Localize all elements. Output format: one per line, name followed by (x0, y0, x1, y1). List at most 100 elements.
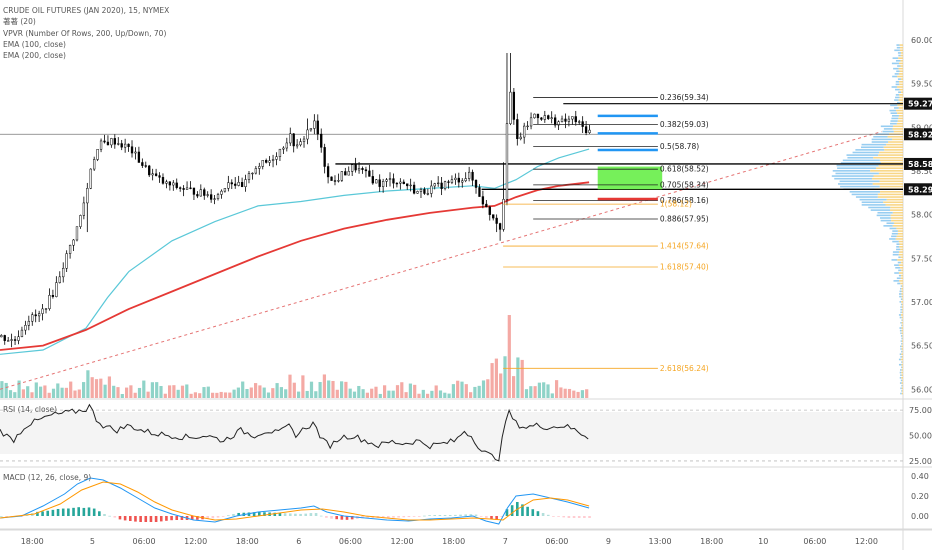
volume-bar (447, 393, 451, 398)
vpvr-bar-down (901, 269, 903, 272)
volume-bar (77, 389, 81, 398)
volume-bar (275, 383, 279, 398)
candle-body (368, 170, 371, 177)
volume-bar (426, 393, 430, 398)
candle-body (481, 196, 485, 205)
vpvr-bar-down (897, 112, 903, 114)
candle-body (574, 116, 577, 123)
macd-hist-bar (180, 516, 184, 520)
volume-bar (236, 387, 240, 398)
vpvr-bar-up (901, 361, 903, 363)
vpvr-bar-down (899, 80, 903, 83)
candle-body (419, 189, 423, 192)
macd-hist-bar (263, 512, 266, 516)
macd-hist-bar (211, 516, 215, 519)
vpvr-bar-down (886, 143, 903, 146)
vpvr-bar-up (861, 201, 884, 204)
macd-hist-bar (283, 513, 287, 516)
candle-body (533, 113, 536, 119)
candle-body (351, 164, 354, 172)
macd-hist-bar (67, 508, 70, 516)
vpvr-bar-up (891, 117, 899, 120)
candle-body (333, 180, 337, 182)
vpvr-bar-down (884, 149, 903, 151)
vpvr-bar-up (839, 180, 880, 183)
candle-body (58, 276, 61, 283)
macd-hist-bar (361, 516, 364, 519)
price-box-label: 58.92 (908, 130, 932, 139)
volume-bar (309, 381, 314, 398)
macd-hist-bar (366, 516, 369, 518)
candle-body (402, 181, 405, 184)
macd-hist-bar (345, 516, 349, 520)
macd-hist-bar (469, 514, 473, 516)
candle-body (502, 199, 505, 230)
vpvr-bar-up (895, 94, 900, 96)
vpvr-bar-down (900, 59, 903, 62)
candle-body (130, 146, 134, 154)
macd-hist-bar (428, 515, 431, 516)
time-tick-label: 18:00 (236, 537, 259, 546)
volume-bar (266, 392, 271, 398)
vpvr-bar-up (892, 57, 899, 59)
vpvr-bar-down (897, 259, 903, 261)
vpvr-bar-down (901, 303, 903, 306)
candle-body (505, 123, 509, 200)
volume-bar (322, 374, 326, 398)
candle-body (588, 129, 591, 133)
candle-body (571, 116, 574, 120)
macd-hist-bar (454, 514, 457, 516)
candle-body (464, 178, 467, 182)
vpvr-bar-down (877, 193, 903, 196)
candle-body (123, 143, 127, 148)
vpvr-bar-down (901, 356, 903, 358)
volume-bar (17, 380, 21, 398)
price-tick-label: 56.50 (911, 342, 932, 351)
volume-bar (512, 376, 516, 398)
vpvr-bar-up (836, 164, 879, 167)
time-tick-label: 9 (606, 537, 611, 546)
candle-body (523, 125, 526, 138)
candle-body (86, 188, 89, 204)
fib-level-label: 1(58.12) (660, 200, 692, 209)
candle-body (244, 179, 247, 187)
vpvr-bar-up (893, 280, 900, 282)
candle-body (550, 117, 553, 119)
vpvr-bar-down (901, 345, 903, 348)
candle-body (437, 182, 440, 185)
macd-hist-bar (423, 515, 426, 517)
candle-body (340, 171, 344, 181)
vpvr-bar-down (899, 83, 903, 86)
vpvr-bar-down (883, 201, 903, 204)
candle-body (450, 179, 454, 183)
volume-bar (176, 389, 180, 398)
volume-bar (443, 392, 447, 398)
candle-body (440, 182, 443, 189)
vpvr-bar-down (902, 324, 903, 327)
macd-hist-bar (149, 516, 153, 522)
legend-volume: 著著 (20) (3, 17, 36, 26)
macd-hist-bar (170, 516, 173, 521)
vpvr-bar-up (852, 151, 880, 154)
volume-bar (180, 385, 185, 398)
volume-bar (0, 381, 4, 398)
fib-level-label: 2.618(56.24) (660, 364, 709, 373)
vpvr-bar-down (902, 379, 903, 382)
vpvr-bar-down (897, 75, 903, 78)
vpvr-bar-up (896, 70, 900, 73)
volume-bar (4, 382, 8, 398)
volume-bar (185, 384, 189, 398)
candle-body (395, 182, 399, 185)
volume-bar (507, 315, 511, 398)
vpvr-bar-up (890, 122, 897, 125)
vpvr-bar-down (901, 301, 903, 303)
vpvr-bar-down (878, 154, 903, 156)
candle-body (488, 206, 491, 215)
macd-hist-bar (490, 516, 493, 519)
vpvr-bar-down (879, 185, 903, 188)
candle-body (385, 179, 388, 182)
vpvr-bar-down (898, 99, 903, 101)
vpvr-bar-up (901, 350, 903, 353)
